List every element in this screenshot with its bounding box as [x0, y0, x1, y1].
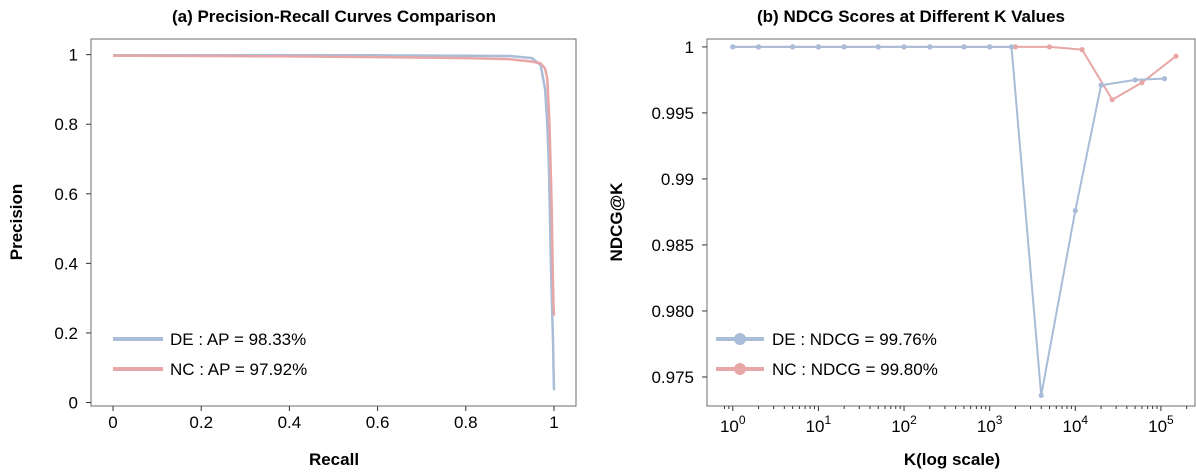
y-tick-label: 0.2: [54, 324, 78, 343]
data-point-de: [1072, 208, 1078, 214]
data-point-de: [790, 44, 796, 50]
legend-label: NC : AP = 97.92%: [170, 360, 307, 379]
x-tick-label: 0: [108, 413, 117, 432]
x-tick-label: 105: [1148, 413, 1174, 436]
y-tick-label: 0.6: [54, 185, 78, 204]
legend-marker: [734, 333, 746, 345]
series-line-de: [732, 45, 1165, 397]
data-point-de: [756, 44, 762, 50]
y-tick-label: 0.4: [54, 254, 78, 273]
x-tick-label: 100: [720, 413, 746, 436]
x-axis-label: K(log scale): [904, 450, 1000, 469]
legend: DE : NDCG = 99.76% NC : NDCG = 99.80%: [716, 330, 938, 379]
precision-recall-panel: (a) Precision-Recall Curves Comparison 0…: [7, 7, 577, 469]
x-axis-ticks: 100 101 102 103 104 105: [720, 406, 1188, 436]
data-point-de: [961, 44, 967, 50]
x-tick-label: 103: [977, 413, 1003, 436]
plot-area-frame: [90, 38, 577, 407]
x-tick-label: 0.4: [278, 413, 302, 432]
series-line-nc: [112, 54, 556, 316]
y-tick-label: 0.995: [651, 104, 694, 123]
x-tick-exponent: 3: [996, 413, 1003, 427]
data-point-de: [987, 44, 993, 50]
legend-label: DE : AP = 98.33%: [170, 330, 306, 349]
series-line-de: [113, 54, 556, 391]
x-tick-exponent: 5: [1167, 413, 1174, 427]
y-axis-ticks: 0 0.2 0.4 0.6 0.8 1: [54, 46, 91, 413]
data-point-de: [1161, 76, 1168, 82]
data-point-de: [815, 44, 822, 50]
data-point-de: [730, 44, 736, 50]
x-tick-label: 0.8: [454, 413, 478, 432]
data-point-de: [1132, 77, 1138, 83]
y-tick-label: 0.99: [661, 170, 694, 189]
y-axis-label: NDCG@K: [607, 182, 626, 262]
series-line-nc: [732, 45, 1177, 101]
y-tick-label: 0.975: [651, 368, 694, 387]
data-point-de: [927, 44, 933, 50]
y-axis-label: Precision: [7, 184, 26, 261]
data-point-de: [1038, 392, 1044, 398]
y-tick-label: 0.985: [651, 236, 694, 255]
data-point-de: [841, 44, 847, 50]
legend: DE : AP = 98.33% NC : AP = 97.92%: [113, 330, 307, 379]
legend-marker: [734, 363, 746, 375]
x-tick-label: 0.6: [366, 413, 390, 432]
series-group: [730, 44, 1179, 398]
x-tick-exponent: 2: [910, 413, 917, 427]
y-tick-label: 0.980: [651, 302, 694, 321]
data-point-de: [875, 44, 881, 50]
x-tick-label: 104: [1062, 413, 1088, 436]
legend-label: NC : NDCG = 99.80%: [772, 360, 938, 379]
data-point-nc: [1173, 53, 1179, 59]
x-tick-exponent: 0: [739, 413, 746, 427]
x-axis-ticks: 0 0.2 0.4 0.6 0.8 1: [108, 406, 559, 432]
data-point-nc: [1079, 47, 1085, 53]
series-group: [112, 54, 556, 391]
chart-title: (a) Precision-Recall Curves Comparison: [172, 7, 496, 26]
data-point-nc: [1109, 97, 1115, 103]
y-tick-label: 0: [69, 394, 78, 413]
x-tick-label: 0.2: [189, 413, 213, 432]
data-point-nc: [1139, 80, 1145, 86]
x-axis-label: Recall: [309, 450, 359, 469]
data-point-de: [901, 44, 907, 50]
data-point-nc: [1012, 44, 1019, 50]
x-tick-label: 1: [549, 413, 558, 432]
data-point-de: [1098, 82, 1104, 88]
data-point-de: [1008, 44, 1015, 50]
x-tick-label: 101: [806, 413, 832, 436]
y-tick-label: 1: [69, 46, 78, 65]
x-tick-exponent: 4: [1081, 413, 1088, 427]
y-tick-label: 1: [685, 38, 694, 57]
plot-area-frame: [706, 38, 1196, 407]
legend-label: DE : NDCG = 99.76%: [772, 330, 937, 349]
y-tick-label: 0.8: [54, 115, 78, 134]
x-tick-exponent: 1: [825, 413, 832, 427]
x-tick-label: 102: [891, 413, 917, 436]
ndcg-panel: (b) NDCG Scores at Different K Values 10…: [607, 7, 1196, 469]
y-axis-ticks: 0.975 0.980 0.985 0.99 0.995 1: [651, 38, 707, 387]
chart-title: (b) NDCG Scores at Different K Values: [757, 7, 1065, 26]
data-point-nc: [1046, 44, 1053, 50]
